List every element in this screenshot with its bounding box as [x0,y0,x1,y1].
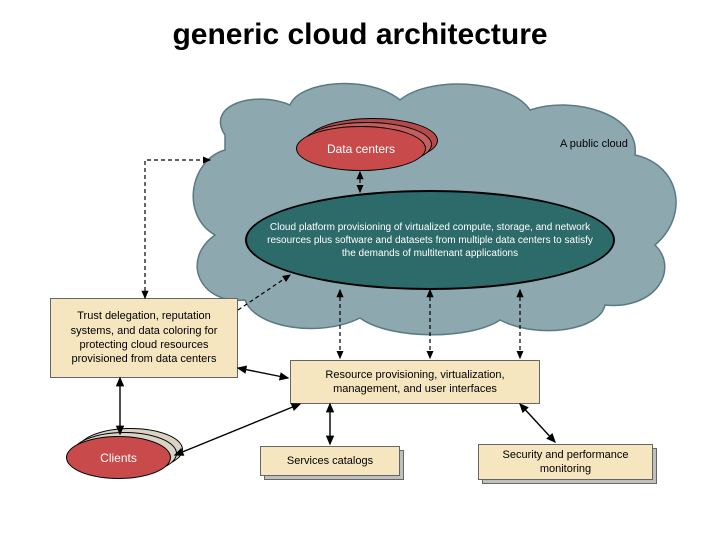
data-centers-label: Data centers [327,142,395,156]
services-box-label: Services catalogs [287,454,373,468]
security-box-label: Security and performance monitoring [483,448,648,477]
data-centers-front: Data centers [296,126,426,171]
security-box: Security and performance monitoring [478,444,653,480]
page-title: generic cloud architecture [0,18,720,52]
clients-label: Clients [100,451,137,465]
resource-box-label: Resource provisioning, virtualization, m… [295,368,535,397]
public-cloud-label: A public cloud [560,138,630,151]
clients-front: Clients [66,436,171,479]
services-box: Services catalogs [260,446,400,476]
platform-ellipse: Cloud platform provisioning of virtualiz… [245,190,615,290]
platform-label: Cloud platform provisioning of virtualiz… [267,221,593,260]
resource-box: Resource provisioning, virtualization, m… [290,360,540,404]
trust-box: Trust delegation, reputation systems, an… [50,298,238,378]
trust-box-label: Trust delegation, reputation systems, an… [55,309,233,366]
